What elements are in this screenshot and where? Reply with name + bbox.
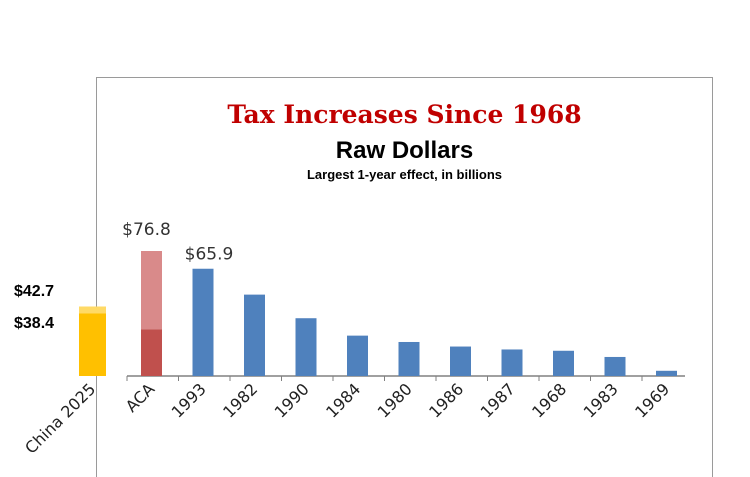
bar-1969: [656, 370, 677, 376]
bar-1990: [295, 318, 317, 376]
x-tick-label-1993: 1993: [168, 379, 210, 421]
bar-1980: [398, 341, 420, 376]
data-label-1993: $65.9: [185, 245, 234, 265]
bar-1983: [604, 356, 626, 376]
bar-1986: [450, 346, 471, 376]
bar-1993: [192, 268, 214, 376]
x-tick-label-1987: 1987: [477, 379, 519, 421]
bar-1987: [501, 349, 523, 376]
chart-subtitle: Raw Dollars: [335, 137, 474, 164]
chart-frame: [96, 77, 713, 477]
x-tick-label-1983: 1983: [580, 379, 622, 421]
x-tick-label-1990: 1990: [271, 379, 313, 421]
x-tick-label-1984: 1984: [322, 379, 364, 421]
bar-china-2025-top: [79, 306, 106, 314]
x-tick-label-1982: 1982: [219, 379, 261, 421]
x-tick-label-1969: 1969: [631, 379, 673, 421]
bar-1968: [553, 350, 574, 376]
x-tick-label-1986: 1986: [425, 379, 467, 421]
chart-title: Tax Increases Since 1968: [227, 100, 582, 129]
bar-aca-top: [141, 251, 162, 330]
data-label-aca: $76.8: [122, 220, 171, 240]
chart-note: Largest 1-year effect, in billions: [306, 167, 503, 182]
china-2025-inner-label: $38.4: [14, 315, 55, 332]
x-tick-label-1980: 1980: [374, 379, 416, 421]
bar-1982: [244, 294, 265, 376]
bar-china-2025: [79, 313, 106, 376]
bar-1984: [347, 335, 368, 376]
x-tick-label-aca: ACA: [122, 379, 159, 416]
x-tick-label-china-2025: China 2025: [21, 379, 99, 457]
x-tick-label-1968: 1968: [528, 379, 570, 421]
china-2025-total-label: $42.7: [14, 283, 55, 300]
bar-aca: [141, 329, 162, 376]
